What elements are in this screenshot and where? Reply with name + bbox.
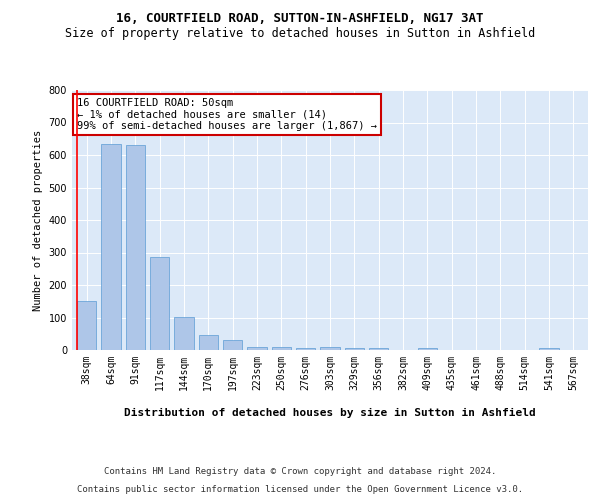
- Bar: [296, 348, 316, 350]
- Bar: [223, 340, 242, 350]
- Bar: [539, 348, 559, 350]
- Bar: [344, 348, 364, 350]
- Bar: [320, 348, 340, 350]
- Text: Contains public sector information licensed under the Open Government Licence v3: Contains public sector information licen…: [77, 485, 523, 494]
- Text: 16 COURTFIELD ROAD: 50sqm
← 1% of detached houses are smaller (14)
99% of semi-d: 16 COURTFIELD ROAD: 50sqm ← 1% of detach…: [77, 98, 377, 131]
- Bar: [418, 348, 437, 350]
- Text: 16, COURTFIELD ROAD, SUTTON-IN-ASHFIELD, NG17 3AT: 16, COURTFIELD ROAD, SUTTON-IN-ASHFIELD,…: [116, 12, 484, 26]
- Text: Size of property relative to detached houses in Sutton in Ashfield: Size of property relative to detached ho…: [65, 28, 535, 40]
- Bar: [174, 317, 194, 350]
- Bar: [247, 347, 267, 350]
- Bar: [199, 334, 218, 350]
- Bar: [272, 347, 291, 350]
- Bar: [125, 145, 145, 350]
- Y-axis label: Number of detached properties: Number of detached properties: [33, 130, 43, 310]
- Text: Distribution of detached houses by size in Sutton in Ashfield: Distribution of detached houses by size …: [124, 408, 536, 418]
- Bar: [77, 301, 97, 350]
- Bar: [369, 348, 388, 350]
- Bar: [150, 258, 169, 350]
- Bar: [101, 144, 121, 350]
- Text: Contains HM Land Registry data © Crown copyright and database right 2024.: Contains HM Land Registry data © Crown c…: [104, 468, 496, 476]
